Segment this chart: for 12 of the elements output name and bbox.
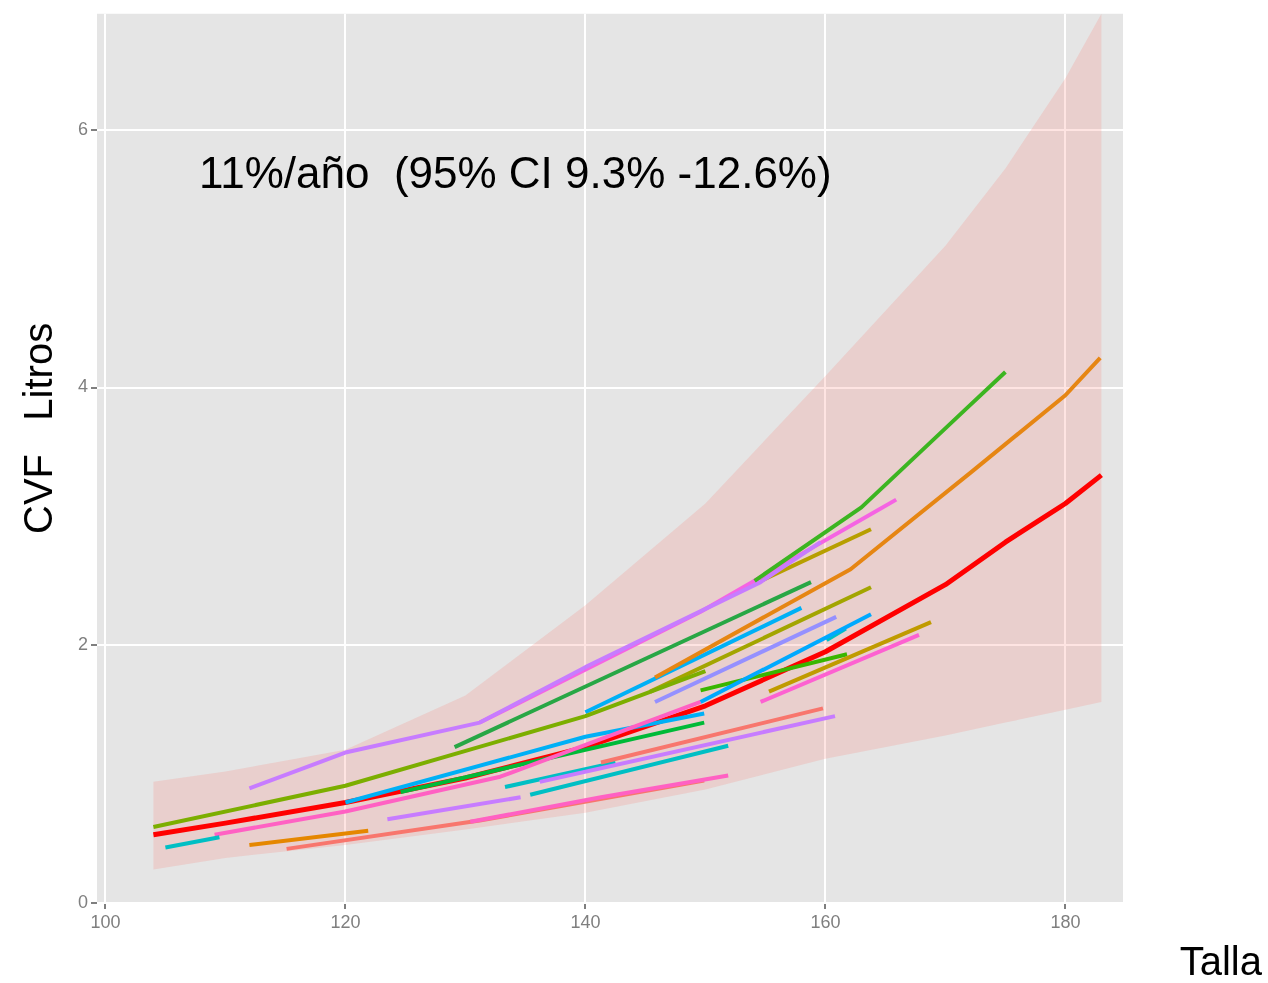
y-tick-label: 6 <box>77 118 88 139</box>
y-tick-label: 2 <box>77 634 88 655</box>
y-axis-title: CVF Litros <box>16 322 60 534</box>
y-tick-label: 0 <box>77 891 88 912</box>
x-tick-label: 140 <box>570 911 601 932</box>
x-tick-label: 160 <box>810 911 841 932</box>
x-tick-label: 100 <box>90 911 121 932</box>
x-tick-label: 120 <box>330 911 361 932</box>
y-tick-label: 4 <box>77 376 88 397</box>
x-tick-label: 180 <box>1050 911 1081 932</box>
annotation: 11%/año (95% CI 9.3% -12.6%) <box>199 147 832 197</box>
x-axis-title: Talla <box>1179 939 1263 983</box>
